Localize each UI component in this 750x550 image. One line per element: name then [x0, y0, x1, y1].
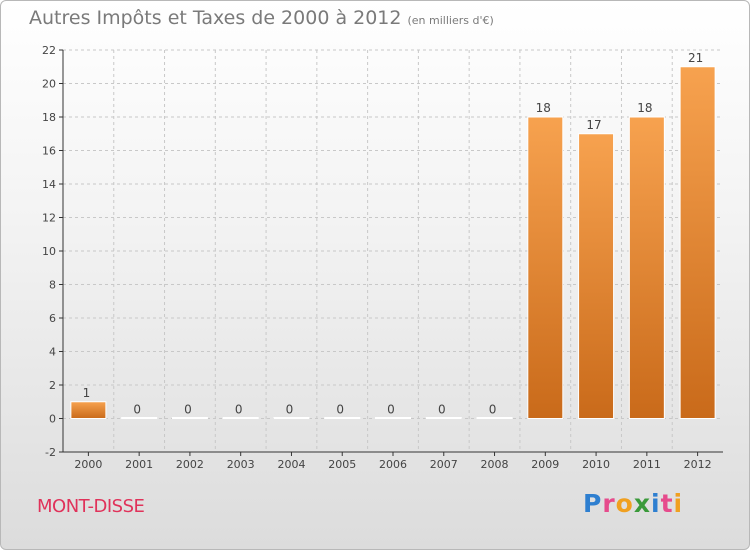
y-tick-label: -2	[45, 446, 56, 459]
logo-letter: P	[583, 489, 603, 518]
value-label-2010: 17	[586, 118, 601, 132]
value-label-2003: 0	[235, 403, 243, 417]
y-tick-label: 8	[49, 279, 56, 292]
x-tick-label-2007: 2007	[430, 458, 458, 471]
value-label-2009: 18	[536, 101, 551, 115]
bar-2008	[476, 417, 513, 419]
y-tick-label: 6	[49, 312, 56, 325]
y-tick-label: 12	[42, 212, 56, 225]
proxiti-logo[interactable]: Proxiti	[583, 489, 683, 518]
y-tick-label: 22	[42, 44, 56, 57]
x-tick-label-2001: 2001	[125, 458, 153, 471]
bar-2007	[425, 417, 462, 419]
value-label-2001: 0	[133, 403, 141, 417]
x-tick-label-2009: 2009	[531, 458, 559, 471]
y-tick-label: 18	[42, 111, 56, 124]
value-label-2011: 18	[637, 101, 652, 115]
chart-subtitle: (en milliers d'€)	[407, 14, 494, 27]
bar-2001	[121, 417, 158, 419]
x-tick-label-2005: 2005	[328, 458, 356, 471]
y-tick-label: 2	[49, 379, 56, 392]
logo-letter: x	[633, 489, 651, 518]
grid-layer	[63, 49, 723, 453]
bar-2003	[222, 417, 259, 419]
bar-2004	[273, 417, 310, 419]
value-label-2006: 0	[387, 403, 395, 417]
bar-2010	[578, 133, 615, 419]
bar-2000	[70, 401, 107, 419]
commune-name: MONT-DISSE	[37, 496, 145, 517]
x-tick-label-2002: 2002	[176, 458, 204, 471]
x-tick-label-2006: 2006	[379, 458, 407, 471]
y-tick-label: 14	[42, 178, 56, 191]
y-tick-label: 0	[49, 413, 56, 426]
bar-2009	[527, 116, 564, 419]
bar-2011	[628, 116, 665, 419]
logo-letter: r	[602, 489, 616, 518]
x-tick-label-2003: 2003	[227, 458, 255, 471]
chart-title: Autres Impôts et Taxes de 2000 à 2012 (en…	[29, 7, 494, 29]
value-label-2012: 21	[688, 51, 703, 65]
bar-2005	[324, 417, 361, 419]
value-label-2008: 0	[489, 403, 497, 417]
logo-letter: i	[651, 489, 661, 518]
bar-2012	[679, 66, 716, 419]
x-tick-label-2010: 2010	[582, 458, 610, 471]
value-label-2007: 0	[438, 403, 446, 417]
value-label-2005: 0	[336, 403, 344, 417]
bar-2006	[375, 417, 411, 419]
y-tick-label: 20	[42, 78, 56, 91]
bar-layer	[70, 66, 716, 419]
label-layer: 1 0 0 0 0 0 0 0 0 18 17 18 21	[83, 51, 704, 417]
x-tick-label-2012: 2012	[684, 458, 712, 471]
x-tick-label-2004: 2004	[277, 458, 305, 471]
y-tick-label: 16	[42, 145, 56, 158]
chart-title-text: Autres Impôts et Taxes de 2000 à 2012	[29, 7, 402, 29]
value-label-2000: 1	[83, 386, 91, 400]
y-tick-label: 4	[49, 346, 56, 359]
value-label-2002: 0	[184, 403, 192, 417]
x-tick-label-2008: 2008	[481, 458, 509, 471]
logo-letter: i	[673, 489, 684, 518]
value-label-2004: 0	[286, 403, 294, 417]
y-tick-label: 10	[42, 245, 56, 258]
x-tick-label-2011: 2011	[633, 458, 661, 471]
x-tick-label-2000: 2000	[74, 458, 102, 471]
logo-letter: t	[660, 489, 674, 518]
bar-2002	[171, 417, 208, 419]
logo-letter: o	[615, 489, 634, 518]
